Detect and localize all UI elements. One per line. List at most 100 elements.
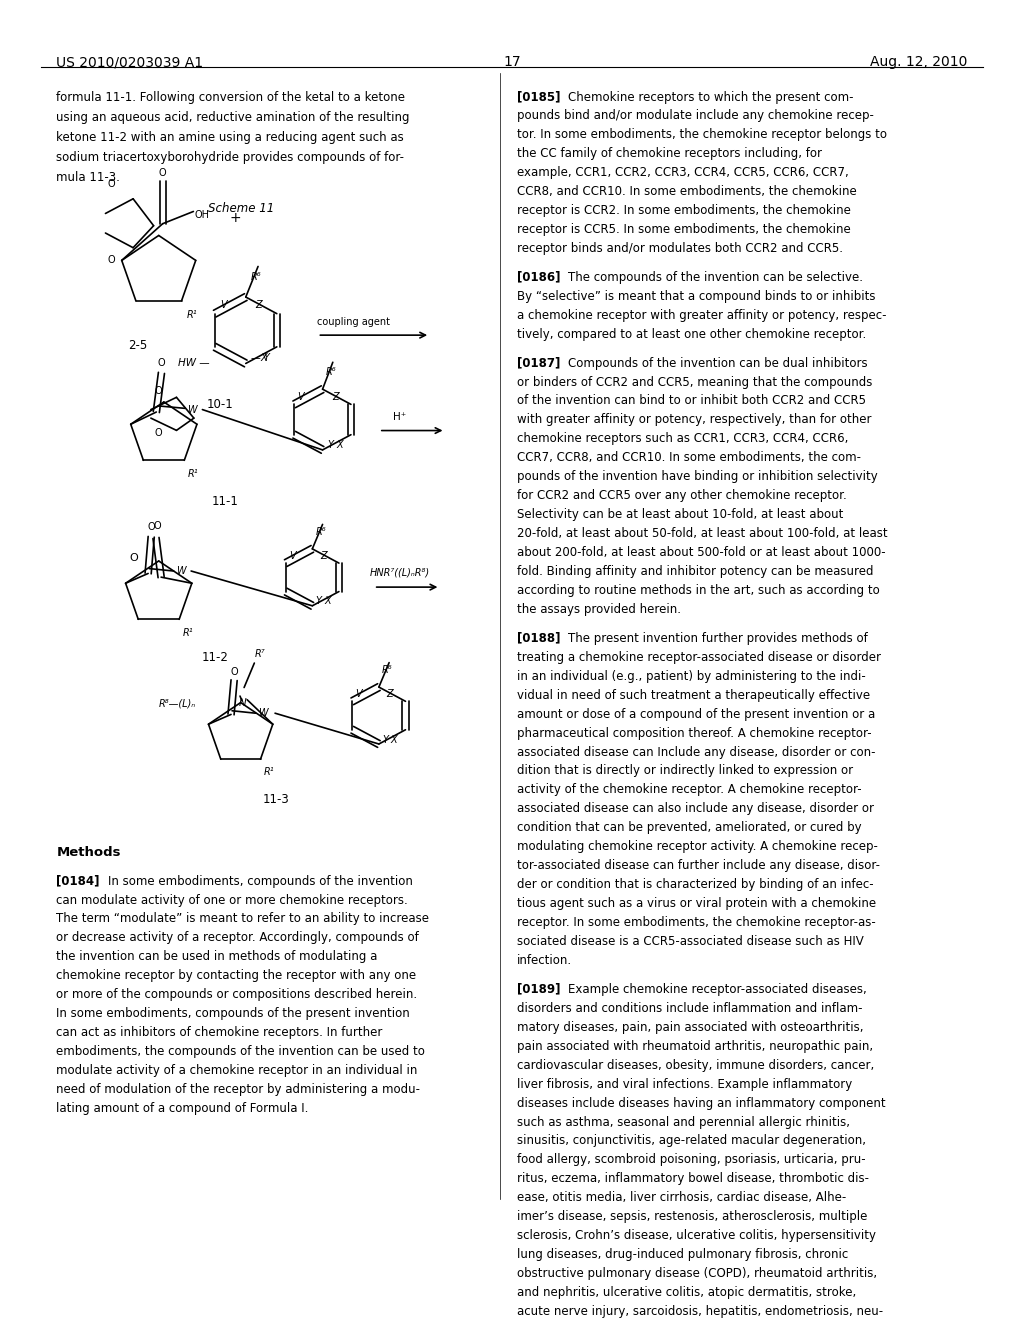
Text: In some embodiments, compounds of the invention: In some embodiments, compounds of the in… [108,875,413,887]
Text: Example chemokine receptor-associated diseases,: Example chemokine receptor-associated di… [568,983,867,995]
Text: and nephritis, ulcerative colitis, atopic dermatitis, stroke,: and nephritis, ulcerative colitis, atopi… [517,1286,856,1299]
Text: X: X [325,597,331,606]
Text: 11-2: 11-2 [202,651,228,664]
Text: Methods: Methods [56,846,121,859]
Text: disorders and conditions include inflammation and inflam-: disorders and conditions include inflamm… [517,1002,862,1015]
Text: ritus, eczema, inflammatory bowel disease, thrombotic dis-: ritus, eczema, inflammatory bowel diseas… [517,1172,869,1185]
Text: tious agent such as a virus or viral protein with a chemokine: tious agent such as a virus or viral pro… [517,898,877,911]
Text: R⁶: R⁶ [326,367,336,378]
Text: the invention can be used in methods of modulating a: the invention can be used in methods of … [56,950,378,964]
Text: Chemokine receptors to which the present com-: Chemokine receptors to which the present… [568,91,854,103]
Text: receptor. In some embodiments, the chemokine receptor-as-: receptor. In some embodiments, the chemo… [517,916,876,929]
Text: HW —: HW — [178,359,210,368]
Text: R¹: R¹ [186,310,198,321]
Text: Selectivity can be at least about 10-fold, at least about: Selectivity can be at least about 10-fol… [517,508,844,521]
Text: R⁸—(L)ₙ: R⁸—(L)ₙ [159,698,196,709]
Text: +: + [229,211,241,224]
Text: O: O [155,385,162,396]
Text: The term “modulate” is meant to refer to an ability to increase: The term “modulate” is meant to refer to… [56,912,429,925]
Text: vidual in need of such treatment a therapeutically effective: vidual in need of such treatment a thera… [517,689,870,702]
Text: diseases include diseases having an inflammatory component: diseases include diseases having an infl… [517,1097,886,1110]
Text: such as asthma, seasonal and perennial allergic rhinitis,: such as asthma, seasonal and perennial a… [517,1115,850,1129]
Text: associated disease can Include any disease, disorder or con-: associated disease can Include any disea… [517,746,876,759]
Text: W: W [187,404,197,414]
Text: 11-3: 11-3 [263,792,290,805]
Text: treating a chemokine receptor-associated disease or disorder: treating a chemokine receptor-associated… [517,651,881,664]
Text: Y: Y [382,735,388,744]
Text: tively, compared to at least one other chemokine receptor.: tively, compared to at least one other c… [517,327,866,341]
Text: R⁷: R⁷ [254,649,265,660]
Text: Y: Y [315,597,322,606]
Text: CCR8, and CCR10. In some embodiments, the chemokine: CCR8, and CCR10. In some embodiments, th… [517,185,857,198]
Text: By “selective” is meant that a compound binds to or inhibits: By “selective” is meant that a compound … [517,290,876,302]
Text: for CCR2 and CCR5 over any other chemokine receptor.: for CCR2 and CCR5 over any other chemoki… [517,490,847,502]
Text: about 200-fold, at least about 500-fold or at least about 1000-: about 200-fold, at least about 500-fold … [517,546,886,560]
Text: Compounds of the invention can be dual inhibitors: Compounds of the invention can be dual i… [568,356,868,370]
Text: pain associated with rheumatoid arthritis, neuropathic pain,: pain associated with rheumatoid arthriti… [517,1040,873,1052]
Text: or binders of CCR2 and CCR5, meaning that the compounds: or binders of CCR2 and CCR5, meaning tha… [517,375,872,388]
Text: HNR⁷((L)ₙR⁸): HNR⁷((L)ₙR⁸) [370,568,429,577]
Text: embodiments, the compounds of the invention can be used to: embodiments, the compounds of the invent… [56,1045,425,1059]
Text: the assays provided herein.: the assays provided herein. [517,603,681,616]
Text: X: X [260,352,266,363]
Text: 11-1: 11-1 [212,495,239,508]
Text: CCR7, CCR8, and CCR10. In some embodiments, the com-: CCR7, CCR8, and CCR10. In some embodimen… [517,451,861,465]
Text: OH: OH [195,210,210,220]
Text: receptor is CCR5. In some embodiments, the chemokine: receptor is CCR5. In some embodiments, t… [517,223,851,236]
Text: 20-fold, at least about 50-fold, at least about 100-fold, at least: 20-fold, at least about 50-fold, at leas… [517,527,888,540]
Text: coupling agent: coupling agent [316,317,390,326]
Text: tor-associated disease can further include any disease, disor-: tor-associated disease can further inclu… [517,859,880,873]
Text: der or condition that is characterized by binding of an infec-: der or condition that is characterized b… [517,878,873,891]
Text: tor. In some embodiments, the chemokine receptor belongs to: tor. In some embodiments, the chemokine … [517,128,887,141]
Text: W: W [258,709,267,718]
Text: O: O [147,521,155,532]
Text: O: O [155,429,162,438]
Text: need of modulation of the receptor by administering a modu-: need of modulation of the receptor by ad… [56,1084,420,1096]
Text: V: V [289,550,295,561]
Text: X: X [336,440,343,450]
Text: pharmaceutical composition thereof. A chemokine receptor-: pharmaceutical composition thereof. A ch… [517,726,871,739]
Text: cardiovascular diseases, obesity, immune disorders, cancer,: cardiovascular diseases, obesity, immune… [517,1059,874,1072]
Text: [0188]: [0188] [517,632,560,644]
Text: Z: Z [321,550,327,561]
Text: modulate activity of a chemokine receptor in an individual in: modulate activity of a chemokine recepto… [56,1064,418,1077]
Text: amount or dose of a compound of the present invention or a: amount or dose of a compound of the pres… [517,708,876,721]
Text: R⁶: R⁶ [315,527,326,537]
Text: matory diseases, pain, pain associated with osteoarthritis,: matory diseases, pain, pain associated w… [517,1020,863,1034]
Text: food allergy, scombroid poisoning, psoriasis, urticaria, pru-: food allergy, scombroid poisoning, psori… [517,1154,865,1167]
Text: activity of the chemokine receptor. A chemokine receptor-: activity of the chemokine receptor. A ch… [517,784,862,796]
Text: using an aqueous acid, reductive amination of the resulting: using an aqueous acid, reductive aminati… [56,111,410,124]
Text: The present invention further provides methods of: The present invention further provides m… [568,632,868,644]
Text: V: V [355,689,361,700]
Text: Y: Y [328,440,334,450]
Text: 2-5: 2-5 [129,339,147,352]
Text: 10-1: 10-1 [207,397,233,411]
Text: [0189]: [0189] [517,983,560,995]
Text: associated disease can also include any disease, disorder or: associated disease can also include any … [517,803,874,816]
Text: H⁺: H⁺ [393,412,406,422]
Text: The compounds of the invention can be selective.: The compounds of the invention can be se… [568,271,863,284]
Text: according to routine methods in the art, such as according to: according to routine methods in the art,… [517,583,880,597]
Text: [0184]: [0184] [56,875,99,887]
Text: ease, otitis media, liver cirrhosis, cardiac disease, Alhe-: ease, otitis media, liver cirrhosis, car… [517,1192,847,1204]
Text: pounds of the invention have binding or inhibition selectivity: pounds of the invention have binding or … [517,470,878,483]
Text: obstructive pulmonary disease (COPD), rheumatoid arthritis,: obstructive pulmonary disease (COPD), rh… [517,1267,878,1280]
Text: condition that can be prevented, ameliorated, or cured by: condition that can be prevented, amelior… [517,821,862,834]
Text: can act as inhibitors of chemokine receptors. In further: can act as inhibitors of chemokine recep… [56,1026,383,1039]
Text: [0185]: [0185] [517,91,560,103]
Text: mula 11-3.: mula 11-3. [56,172,120,185]
Text: [0186]: [0186] [517,271,560,284]
Text: or more of the compounds or compositions described herein.: or more of the compounds or compositions… [56,989,418,1002]
Text: in an individual (e.g., patient) by administering to the indi-: in an individual (e.g., patient) by admi… [517,669,866,682]
Text: a chemokine receptor with greater affinity or potency, respec-: a chemokine receptor with greater affini… [517,309,887,322]
Text: infection.: infection. [517,954,572,968]
Text: lung diseases, drug-induced pulmonary fibrosis, chronic: lung diseases, drug-induced pulmonary fi… [517,1249,848,1261]
Text: sociated disease is a CCR5-associated disease such as HIV: sociated disease is a CCR5-associated di… [517,935,864,948]
Text: or decrease activity of a receptor. Accordingly, compounds of: or decrease activity of a receptor. Acco… [56,932,419,944]
Text: chemokine receptor by contacting the receptor with any one: chemokine receptor by contacting the rec… [56,969,417,982]
Text: lating amount of a compound of Formula I.: lating amount of a compound of Formula I… [56,1102,308,1115]
Text: ketone 11-2 with an amine using a reducing agent such as: ketone 11-2 with an amine using a reduci… [56,131,404,144]
Text: with greater affinity or potency, respectively, than for other: with greater affinity or potency, respec… [517,413,871,426]
Text: receptor binds and/or modulates both CCR2 and CCR5.: receptor binds and/or modulates both CCR… [517,242,843,255]
Text: O: O [108,180,116,189]
